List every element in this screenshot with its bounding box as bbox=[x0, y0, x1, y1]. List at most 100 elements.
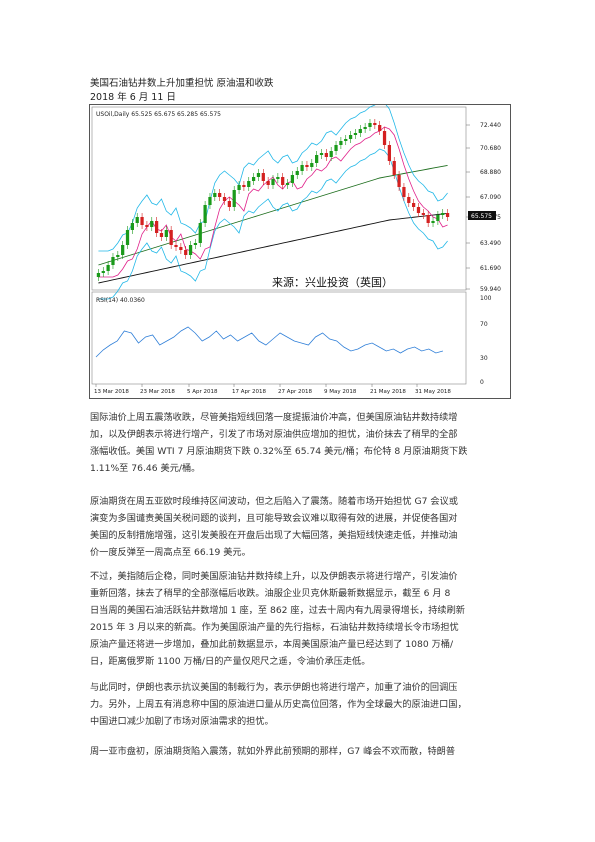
price-tick-label: 67.090 bbox=[480, 194, 501, 201]
candle-body bbox=[431, 221, 435, 223]
text-line: 中国进口减少加剧了市场对原油需求的担忧。 bbox=[90, 716, 274, 727]
candle-body bbox=[382, 131, 387, 145]
candle-body bbox=[353, 133, 358, 135]
paragraph-1: 国际油价上周五震荡收跌，尽管美指短线回落一度提振油价冲高，但美国原油钻井数持续增… bbox=[90, 409, 508, 477]
article-title: 美国石油钻井数上升加重担忧 原油温和收跌 bbox=[90, 78, 274, 89]
candle-body bbox=[218, 193, 222, 197]
candle-body bbox=[213, 193, 217, 197]
candle-body bbox=[198, 223, 202, 243]
candle-body bbox=[285, 183, 290, 185]
candle-body bbox=[271, 179, 275, 185]
date-tick-label: 21 May 2018 bbox=[370, 389, 406, 395]
text-line: 2015 年 3 月以来的新高。作为美国原油产量的先行指标，石油钻井数持续增长令… bbox=[90, 622, 459, 633]
candle-body bbox=[101, 271, 105, 273]
price-chart: USOil,Daily 65.525 65.675 65.285 65.575 … bbox=[89, 104, 511, 399]
candle-body bbox=[116, 255, 120, 257]
rsi-tick-label: 70 bbox=[480, 321, 488, 328]
candle-body bbox=[319, 153, 324, 155]
date-tick-label: 23 Mar 2018 bbox=[140, 389, 175, 395]
candle-body bbox=[445, 213, 450, 217]
candle-body bbox=[154, 221, 159, 233]
candle-body bbox=[188, 245, 193, 255]
date-tick-label: 27 Apr 2018 bbox=[278, 389, 313, 395]
candle-body bbox=[368, 123, 372, 127]
text-line: 美国的反制措施增强，这引发美股在开盘后出现了大幅回落，美指短线快速走低，并推动油 bbox=[90, 530, 458, 541]
candle-body bbox=[266, 181, 270, 185]
text-line: 演变为多国谴责美国关税问题的谈判，且可能导致会议难以取得有效的进展，并促使各国对 bbox=[90, 513, 458, 524]
candle-body bbox=[387, 145, 392, 161]
candle-body bbox=[227, 201, 231, 207]
candle-body bbox=[111, 257, 115, 265]
date-axis: 13 Mar 2018 23 Mar 2018 5 Apr 2018 17 Apr 2… bbox=[94, 384, 451, 395]
price-flag-label: 65.575 bbox=[471, 213, 492, 220]
text-line: 原油期货在周五亚欧时段维持区间波动，但之后陷入了震荡。随着市场开始担忧 G7 会… bbox=[90, 496, 458, 507]
rsi-tick-label: 0 bbox=[480, 379, 484, 386]
candle-body bbox=[150, 221, 154, 227]
candle-body bbox=[121, 245, 125, 255]
candle-body bbox=[324, 153, 328, 157]
price-tick-label: 63.490 bbox=[480, 240, 501, 247]
candle-body bbox=[281, 177, 285, 185]
candle-body bbox=[247, 181, 251, 187]
candle-body bbox=[441, 213, 445, 215]
candle-body bbox=[315, 155, 319, 163]
long-ma-path bbox=[98, 212, 448, 284]
rsi-tick-label: 30 bbox=[480, 355, 488, 362]
candle-body bbox=[358, 129, 362, 133]
candle-body bbox=[242, 185, 246, 187]
candle-body bbox=[106, 265, 110, 271]
candle-body bbox=[237, 185, 241, 190]
text-line: 力。另外，上周五有消息称中国的原油进口量从历史高位回落，作为全球最大的原油进口国… bbox=[90, 699, 467, 710]
price-tick-label: 59.940 bbox=[480, 286, 501, 293]
candle-body bbox=[305, 165, 309, 167]
candle-body bbox=[256, 173, 261, 177]
chart-canvas: USOil,Daily 65.525 65.675 65.285 65.575 … bbox=[91, 105, 501, 395]
date-tick-label: 13 Mar 2018 bbox=[94, 389, 129, 395]
mid-ma-line bbox=[98, 164, 448, 266]
candle-body bbox=[339, 141, 343, 145]
text-line: 国际油价上周五震荡收跌，尽管美指短线回落一度提振油价冲高，但美国原油钻井数持续增 bbox=[90, 412, 458, 423]
candle-body bbox=[203, 205, 207, 223]
text-line: 日，距离俄罗斯 1100 万桶/日的产量仅咫尺之遥，令油价承压走低。 bbox=[90, 656, 371, 667]
candle-body bbox=[96, 273, 101, 277]
paragraph-4: 与此同时，伊朗也表示抗议美国的制裁行为，表示伊朗也将进行增产，加重了油价的回调压… bbox=[90, 679, 508, 730]
candle-body bbox=[164, 230, 168, 237]
paragraph-3: 不过，美指随后企稳，同时美国原油钻井数持续上升，以及伊朗表示将进行增产，引发油价… bbox=[90, 568, 508, 670]
candle-body bbox=[363, 127, 367, 129]
candle-body bbox=[348, 135, 353, 139]
candle-body bbox=[344, 139, 348, 141]
candle-body bbox=[169, 230, 173, 245]
price-tick-label: 61.690 bbox=[480, 265, 501, 272]
candle-body bbox=[174, 245, 178, 247]
text-line: 价一度反弹至一周高点至 66.19 美元。 bbox=[90, 547, 251, 558]
long-ma-line bbox=[98, 212, 448, 284]
rsi-path bbox=[95, 326, 444, 358]
candle-body bbox=[222, 197, 227, 201]
text-line: 重新回落，抹去了稍早的全部涨幅后收跌。油服企业贝克休斯最新数据显示，截至 6 月… bbox=[90, 588, 451, 599]
candle-body bbox=[334, 145, 338, 151]
rsi-axis: 100 70 30 0 bbox=[480, 295, 492, 386]
paragraph-2: 原油期货在周五亚欧时段维持区间波动，但之后陷入了震荡。随着市场开始担忧 G7 会… bbox=[90, 493, 508, 561]
article-date: 2018 年 6 月 11 日 bbox=[90, 92, 176, 103]
candle-body bbox=[232, 190, 236, 207]
date-tick-label: 31 May 2018 bbox=[415, 389, 451, 395]
candle-body bbox=[397, 175, 401, 187]
candle-body bbox=[426, 215, 430, 223]
text-line: 与此同时，伊朗也表示抗议美国的制裁行为，表示伊朗也将进行增产，加重了油价的回调压 bbox=[90, 682, 458, 693]
text-line: 原油产量还将进一步增加，叠加此前数据显示，本周美国原油产量已经达到了 1080 … bbox=[90, 639, 454, 650]
candle-body bbox=[159, 233, 164, 237]
bollinger-bands bbox=[98, 105, 448, 300]
candle-body bbox=[310, 163, 314, 167]
candle-body bbox=[261, 173, 265, 181]
candle-body bbox=[140, 217, 144, 225]
candlesticks bbox=[96, 119, 450, 281]
upper-band-path bbox=[98, 105, 448, 252]
price-tick-label: 72.440 bbox=[480, 122, 501, 129]
candle-body bbox=[407, 197, 411, 203]
price-panel bbox=[91, 106, 467, 291]
paragraph-5: 周一亚市盘初，原油期货陷入震荡，就如外界此前预期的那样，G7 峰会不欢而散，特朗… bbox=[90, 743, 508, 760]
source-watermark: 来源：兴业投资（英国） bbox=[272, 275, 393, 289]
text-line: 加，以及伊朗表示将进行增产，引发了市场对原油供应增加的担忧，油价抹去了稍早的全部 bbox=[90, 429, 458, 440]
candle-body bbox=[130, 223, 134, 230]
candle-body bbox=[416, 207, 421, 213]
